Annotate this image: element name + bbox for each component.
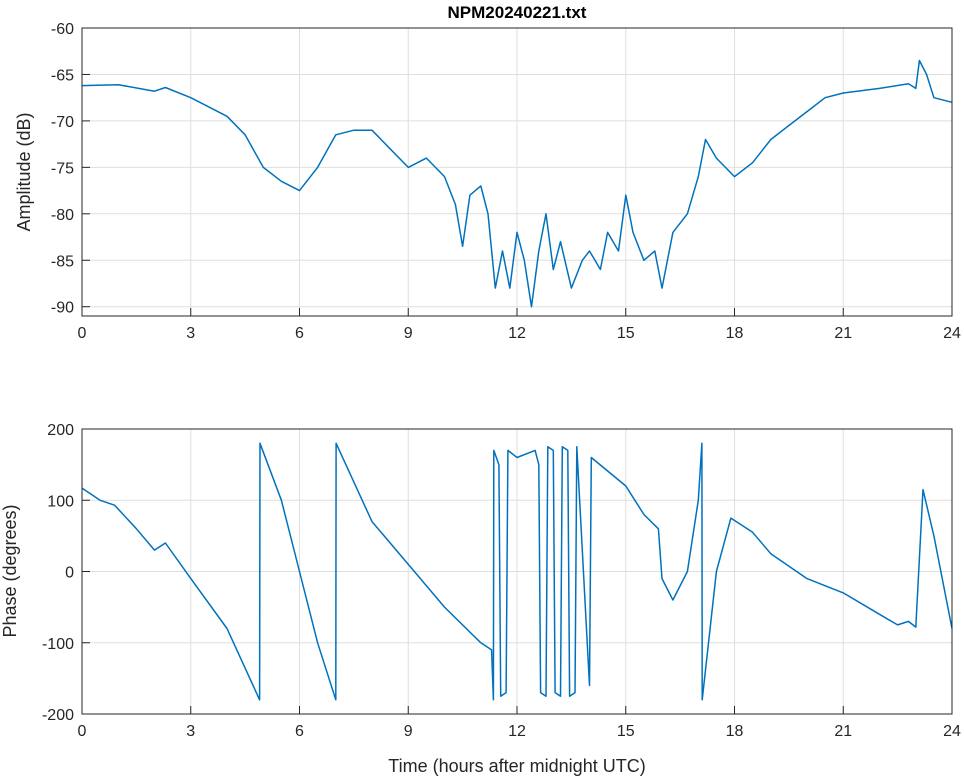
x-tick-label: 3 xyxy=(186,723,195,740)
x-tick-label: 6 xyxy=(295,325,304,342)
x-tick-label: 21 xyxy=(834,723,852,740)
y-tick-label: -90 xyxy=(51,300,74,317)
y-tick-label: -65 xyxy=(51,67,74,84)
y-tick-label: 200 xyxy=(47,422,74,439)
chart-title: NPM20240221.txt xyxy=(448,3,587,22)
x-tick-label: 9 xyxy=(404,723,413,740)
x-tick-label: 21 xyxy=(834,325,852,342)
x-tick-label: 6 xyxy=(295,723,304,740)
x-tick-label: 24 xyxy=(943,723,961,740)
amplitude-plot: 0 3 6 9 12 15 18 21 24 -60 -65 -70 -75 -80 -85 -90 xyxy=(51,21,961,342)
x-tick-label: 18 xyxy=(726,723,744,740)
x-tick-label: 15 xyxy=(617,723,635,740)
x-tick-label: 0 xyxy=(78,325,87,342)
y-axis-label-phase: Phase (degrees) xyxy=(0,504,20,637)
x-tick-label: 18 xyxy=(726,325,744,342)
y-tick-label: 0 xyxy=(65,565,74,582)
x-tick-label: 3 xyxy=(186,325,195,342)
y-tick-label: -70 xyxy=(51,114,74,131)
y-tick-label: -85 xyxy=(51,253,74,270)
x-tick-label: 0 xyxy=(78,723,87,740)
y-tick-label: -80 xyxy=(51,207,74,224)
y-axis-label-amplitude: Amplitude (dB) xyxy=(14,112,34,231)
x-tick-label: 12 xyxy=(508,723,526,740)
x-tick-label: 24 xyxy=(943,325,961,342)
y-tick-label: -200 xyxy=(42,707,74,724)
x-tick-label: 15 xyxy=(617,325,635,342)
y-tick-label: 100 xyxy=(47,493,74,510)
y-tick-label: -60 xyxy=(51,21,74,38)
axes-box xyxy=(81,428,953,715)
x-axis-label: Time (hours after midnight UTC) xyxy=(388,756,645,776)
amplitude-series-line xyxy=(81,59,953,308)
axes-box xyxy=(81,27,953,317)
phase-plot: 0 3 6 9 12 15 18 21 24 200 100 0 -100 -200 xyxy=(42,422,961,740)
x-tick-label: 9 xyxy=(404,325,413,342)
phase-series-line xyxy=(81,442,953,701)
y-tick-label: -100 xyxy=(42,636,74,653)
y-tick-label: -75 xyxy=(51,160,74,177)
x-tick-label: 12 xyxy=(508,325,526,342)
